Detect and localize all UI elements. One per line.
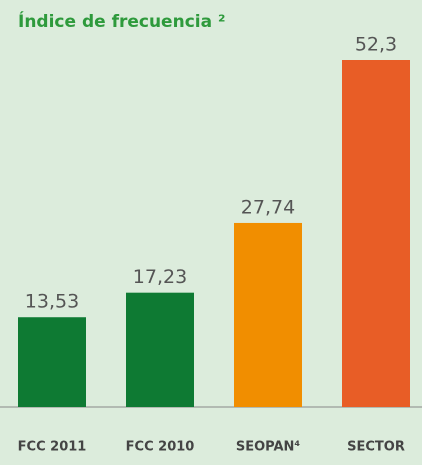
bar [234, 222, 302, 407]
x-tick-label: SECTOR [347, 440, 405, 455]
bar [342, 60, 410, 407]
value-label: 13,53 [25, 291, 79, 313]
x-tick-label: SEOPAN⁴ [236, 440, 301, 455]
bar [18, 317, 86, 407]
x-tick-label: FCC 2010 [126, 440, 195, 455]
chart-title: Índice de frecuencia ² [18, 10, 225, 32]
value-label: 17,23 [133, 266, 187, 288]
x-tick-label: FCC 2011 [18, 440, 87, 455]
value-label: 52,3 [355, 34, 397, 56]
bar [126, 292, 194, 407]
value-label: 27,74 [241, 196, 295, 218]
